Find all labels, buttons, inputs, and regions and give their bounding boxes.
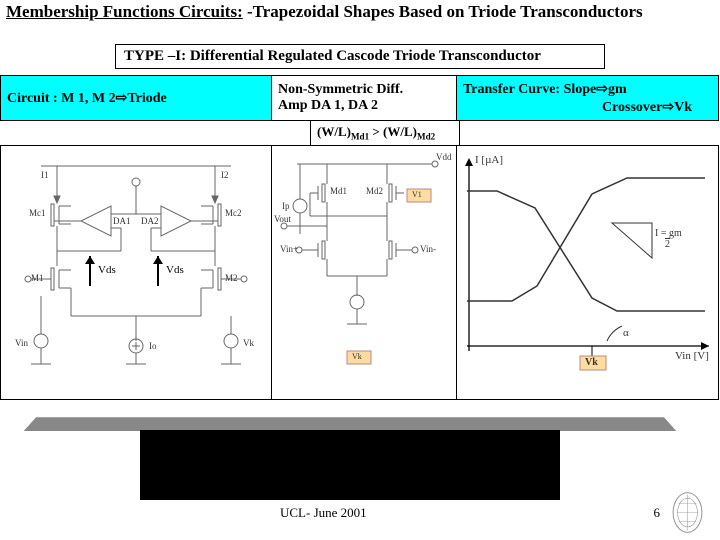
label-mc2: Mc2 bbox=[225, 208, 242, 218]
gm-label: I = gm 2 bbox=[655, 228, 682, 250]
page-title: Membership Functions Circuits: -Trapezoi… bbox=[0, 0, 720, 24]
header2-line2: Amp DA 1, DA 2 bbox=[278, 98, 450, 114]
column-headers: Circuit : M 1, M 2⇨Triode Non-Symmetric … bbox=[0, 75, 720, 121]
header1-post: Triode bbox=[127, 91, 166, 106]
vds-arrow-icon bbox=[153, 256, 163, 286]
header3-l1-post: gm bbox=[608, 82, 627, 97]
vk-marker: Vk bbox=[585, 357, 598, 368]
panel-circuit-diffamp: Vdd Md1 Md2 Ip Vin+ Vin- Vout V1 Vk bbox=[271, 145, 457, 400]
label-da1: DA1 bbox=[113, 216, 131, 226]
label-mc1: Mc1 bbox=[29, 208, 46, 218]
header-diffamp: Non-Symmetric Diff. Amp DA 1, DA 2 bbox=[271, 75, 457, 121]
footer-left: UCL- June 2001 bbox=[280, 505, 367, 521]
arrow-icon: ⇨ bbox=[662, 98, 674, 114]
arrow-icon: ⇨ bbox=[116, 89, 128, 105]
vds-label-2: Vds bbox=[165, 264, 185, 276]
alpha-label: α bbox=[623, 327, 629, 339]
label-vinm: Vin- bbox=[420, 244, 436, 254]
header2-line1: Non-Symmetric Diff. bbox=[278, 82, 450, 98]
ylabel: I [µA] bbox=[475, 154, 503, 166]
label-io: Io bbox=[149, 341, 157, 351]
ratio-mid: > (W/L) bbox=[369, 124, 417, 139]
ratio-b-sub: Md2 bbox=[417, 132, 435, 142]
label-vin: Vin bbox=[15, 338, 28, 348]
header3-l2-post: Vk bbox=[674, 100, 692, 115]
label-i2: I2 bbox=[221, 170, 229, 180]
header-circuit: Circuit : M 1, M 2⇨Triode bbox=[0, 75, 272, 121]
subtitle-box: TYPE –I: Differential Regulated Cascode … bbox=[115, 44, 605, 69]
seal-icon bbox=[665, 490, 710, 535]
label-vout: Vout bbox=[274, 214, 291, 224]
label-vk: Vk bbox=[243, 338, 254, 348]
label-vdd: Vdd bbox=[436, 152, 452, 162]
label-i1: I1 bbox=[41, 170, 49, 180]
title-underlined: Membership Functions Circuits: bbox=[6, 2, 243, 21]
label-vinp: Vin+ bbox=[280, 244, 298, 254]
header-transfer: Transfer Curve: Slope⇨gm Crossover⇨Vk bbox=[456, 75, 719, 121]
header1-pre: Circuit : M 1, M 2 bbox=[7, 91, 116, 106]
label-vk2: Vk bbox=[352, 352, 362, 361]
diffamp-schematic bbox=[272, 146, 456, 399]
label-md1: Md1 bbox=[330, 186, 347, 196]
panel-transfer-curve: I [µA] Vin [V] I = gm 2 α Vk bbox=[456, 145, 719, 400]
vds-label-1: Vds bbox=[97, 264, 117, 276]
label-m2: M2 bbox=[225, 273, 238, 283]
xlabel: Vin [V] bbox=[675, 350, 709, 362]
arrow-icon: ⇨ bbox=[596, 80, 608, 96]
floor-shadow bbox=[24, 417, 677, 431]
subtitle-text: TYPE –I: Differential Regulated Cascode … bbox=[124, 48, 541, 64]
page-number: 6 bbox=[654, 505, 661, 521]
label-md2: Md2 bbox=[366, 186, 383, 196]
vds-arrow-icon bbox=[85, 256, 95, 286]
label-ip: Ip bbox=[282, 201, 290, 211]
header3-l2-pre: Crossover bbox=[602, 100, 662, 115]
label-da2: DA2 bbox=[141, 216, 159, 226]
header3-l1-pre: Transfer Curve: Slope bbox=[463, 82, 596, 97]
ratio-inequality: (W/L)Md1 > (W/L)Md2 bbox=[310, 120, 460, 146]
title-rest: -Trapezoidal Shapes Based on Triode Tran… bbox=[243, 2, 643, 21]
panels-row: I1 I2 Mc1 Mc2 DA1 DA2 M1 M2 Vin Vk Io Vd… bbox=[0, 145, 720, 400]
ratio-a-sub: Md1 bbox=[351, 132, 369, 142]
black-footer-block bbox=[140, 430, 560, 500]
panel-circuit-main: I1 I2 Mc1 Mc2 DA1 DA2 M1 M2 Vin Vk Io Vd… bbox=[0, 145, 272, 400]
ratio-a: (W/L) bbox=[317, 124, 351, 139]
label-m1: M1 bbox=[31, 273, 44, 283]
